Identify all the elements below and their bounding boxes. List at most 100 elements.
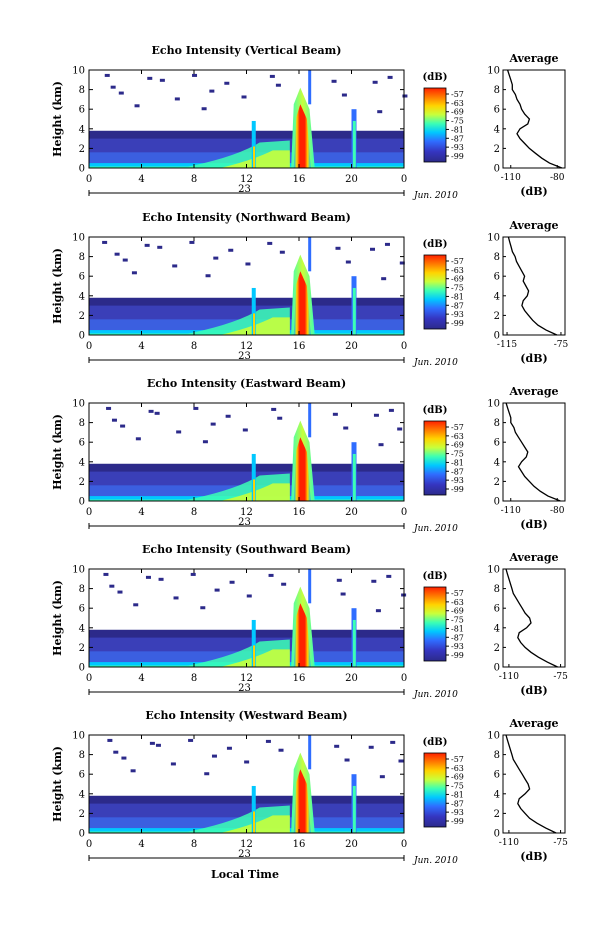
heatmap-cell — [341, 93, 347, 97]
y-tick-label: 8 — [79, 85, 85, 96]
heatmap-cell — [118, 91, 124, 95]
x-tick-label: 4 — [138, 673, 144, 684]
x-tick-label: 4 — [138, 341, 144, 352]
y-tick-label: 0 — [79, 663, 85, 674]
profile-line — [505, 568, 558, 668]
heatmap-cell — [388, 408, 394, 412]
y-axis-label: Height (km) — [51, 248, 64, 324]
profile-title: Average — [508, 717, 558, 730]
x-tick-label: 12 — [240, 839, 253, 850]
heatmap-cell — [340, 592, 346, 596]
profile-x-label: (dB) — [520, 352, 547, 365]
y-tick-label: 0 — [79, 497, 85, 508]
day-label: 23 — [238, 517, 251, 528]
heatmap-cell — [399, 261, 405, 265]
heatmap-cell — [390, 740, 396, 744]
heatmap-cell — [157, 245, 163, 249]
heatmap-cell — [189, 240, 195, 244]
colorbar-tick-label: -63 — [451, 99, 464, 108]
x-tick-label: 20 — [345, 341, 358, 352]
y-tick-label: 2 — [79, 477, 85, 488]
heatmap-cell — [331, 79, 337, 83]
heatmap-cell — [225, 414, 231, 418]
heatmap-cell — [293, 104, 311, 168]
colorbar-tick-label: -75 — [451, 616, 464, 625]
heatmap-cell — [111, 418, 117, 422]
profile-x-tick-label: -110 — [499, 672, 519, 682]
colorbar-tick-label: -99 — [451, 319, 464, 328]
heatmap-cell — [251, 619, 256, 667]
colorbar-unit: (dB) — [423, 571, 448, 582]
colorbar-tick-label: -99 — [451, 651, 464, 660]
heatmap-cell — [251, 287, 256, 335]
y-tick-label: 10 — [72, 66, 85, 77]
heatmap-cell — [170, 762, 176, 766]
colorbar-tick-label: -81 — [451, 292, 464, 301]
profile-x-label: (dB) — [520, 518, 547, 531]
y-tick-label: 6 — [79, 105, 85, 116]
heatmap-cell — [104, 73, 110, 77]
colorbar-tick-label: -69 — [451, 275, 464, 284]
x-tick-label: 4 — [138, 507, 144, 518]
profile-y-tick-label: 4 — [494, 623, 500, 634]
heatmap-field — [89, 735, 404, 833]
heatmap-cell — [308, 735, 312, 770]
heatmap-cell — [244, 760, 250, 764]
x-tick-label: 4 — [138, 839, 144, 850]
x-tick-label: 0 — [86, 673, 92, 684]
x-tick-label: 16 — [293, 341, 306, 352]
heatmap-cell — [352, 287, 356, 335]
heatmap-cell — [269, 74, 275, 78]
heatmap-cell — [245, 262, 251, 266]
profile-line — [507, 236, 558, 336]
heatmap-cell — [277, 416, 283, 420]
y-tick-label: 0 — [79, 331, 85, 342]
heatmap-cell — [117, 590, 123, 594]
heatmap-cell — [251, 453, 256, 501]
heatmap-cell — [268, 573, 274, 577]
heatmap-cell — [246, 594, 252, 598]
x-tick-label: 8 — [191, 341, 197, 352]
x-tick-label: 0 — [401, 174, 407, 185]
colorbar-tick-label: -93 — [451, 310, 464, 319]
colorbar-tick-label: -69 — [451, 773, 464, 782]
profile-y-tick-label: 8 — [494, 750, 500, 761]
heatmap-cell — [145, 575, 151, 579]
y-tick-label: 2 — [79, 643, 85, 654]
heatmap-cell — [375, 609, 381, 613]
profile-x-tick-label: -80 — [550, 506, 565, 516]
heatmap-cell — [398, 759, 404, 763]
heatmap-cell — [344, 758, 350, 762]
heatmap-cell — [131, 271, 137, 275]
y-axis-label: Height (km) — [51, 746, 64, 822]
y-axis-label: Height (km) — [51, 580, 64, 656]
profile-y-tick-label: 0 — [494, 497, 500, 508]
colorbar-unit: (dB) — [423, 239, 448, 250]
day-label: 23 — [238, 184, 251, 195]
profile-x-tick-label: -110 — [499, 838, 519, 848]
heatmap-cell — [281, 582, 287, 586]
day-label: 23 — [238, 683, 251, 694]
colorbar-tick-label: -75 — [451, 117, 464, 126]
heatmap-cell — [308, 569, 312, 604]
y-tick-label: 6 — [79, 272, 85, 283]
colorbar-tick-label: -63 — [451, 598, 464, 607]
profile-y-tick-label: 4 — [494, 789, 500, 800]
colorbar-tick-label: -69 — [451, 441, 464, 450]
heatmap-cell — [352, 453, 356, 501]
heatmap-cell — [402, 94, 408, 98]
heatmap-cell — [190, 572, 196, 576]
profile-frame — [502, 69, 566, 169]
heatmap-cell — [242, 428, 248, 432]
colorbar-tick-label: -81 — [451, 458, 464, 467]
heatmap-cell — [343, 426, 349, 430]
x-tick-label: 8 — [191, 174, 197, 185]
profile-line — [505, 734, 557, 834]
x-tick-label: 16 — [293, 174, 306, 185]
y-tick-label: 4 — [79, 623, 85, 634]
heatmap-cell — [275, 83, 281, 87]
heatmap-cell — [384, 242, 390, 246]
profile-y-tick-label: 6 — [494, 438, 500, 449]
x-tick-label: 16 — [293, 673, 306, 684]
